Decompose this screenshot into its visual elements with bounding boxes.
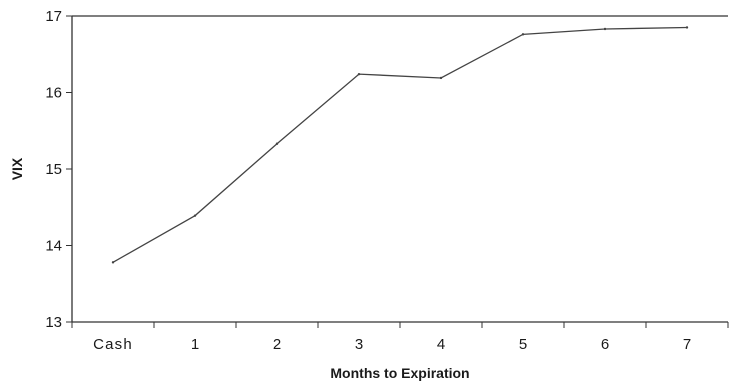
- x-tick-label-5: 5: [519, 336, 527, 353]
- data-point-0: [111, 261, 115, 264]
- y-tick-label-4: 17: [45, 8, 62, 25]
- data-point-1: [193, 214, 197, 217]
- x-tick-label-4: 4: [437, 336, 445, 353]
- y-tick-label-2: 15: [45, 161, 62, 178]
- data-point-4: [439, 76, 443, 80]
- y-axis-ticks: 13 14 15 16 17: [45, 8, 72, 331]
- y-axis-title: VIX: [9, 157, 25, 180]
- data-point-5: [521, 33, 525, 36]
- x-tick-label-2: 2: [273, 336, 281, 353]
- x-tick-label-3: 3: [355, 336, 363, 353]
- data-point-6: [603, 27, 607, 31]
- x-tick-label-6: 6: [601, 336, 609, 353]
- y-tick-label-0: 13: [45, 314, 62, 331]
- x-axis-ticks: Cash 1 2 3 4 5 6 7: [71, 322, 729, 353]
- data-point-7: [685, 26, 689, 29]
- y-tick-label-1: 14: [45, 238, 62, 255]
- y-tick-label-3: 16: [45, 85, 62, 102]
- x-tick-label-0: Cash: [93, 336, 133, 353]
- x-axis-title: Months to Expiration: [330, 365, 469, 381]
- x-tick-label-1: 1: [191, 336, 199, 353]
- vix-series-line: [112, 26, 688, 263]
- data-point-2: [275, 142, 279, 145]
- x-tick-label-7: 7: [683, 336, 691, 353]
- data-point-3: [357, 72, 361, 76]
- data-points: [111, 26, 689, 264]
